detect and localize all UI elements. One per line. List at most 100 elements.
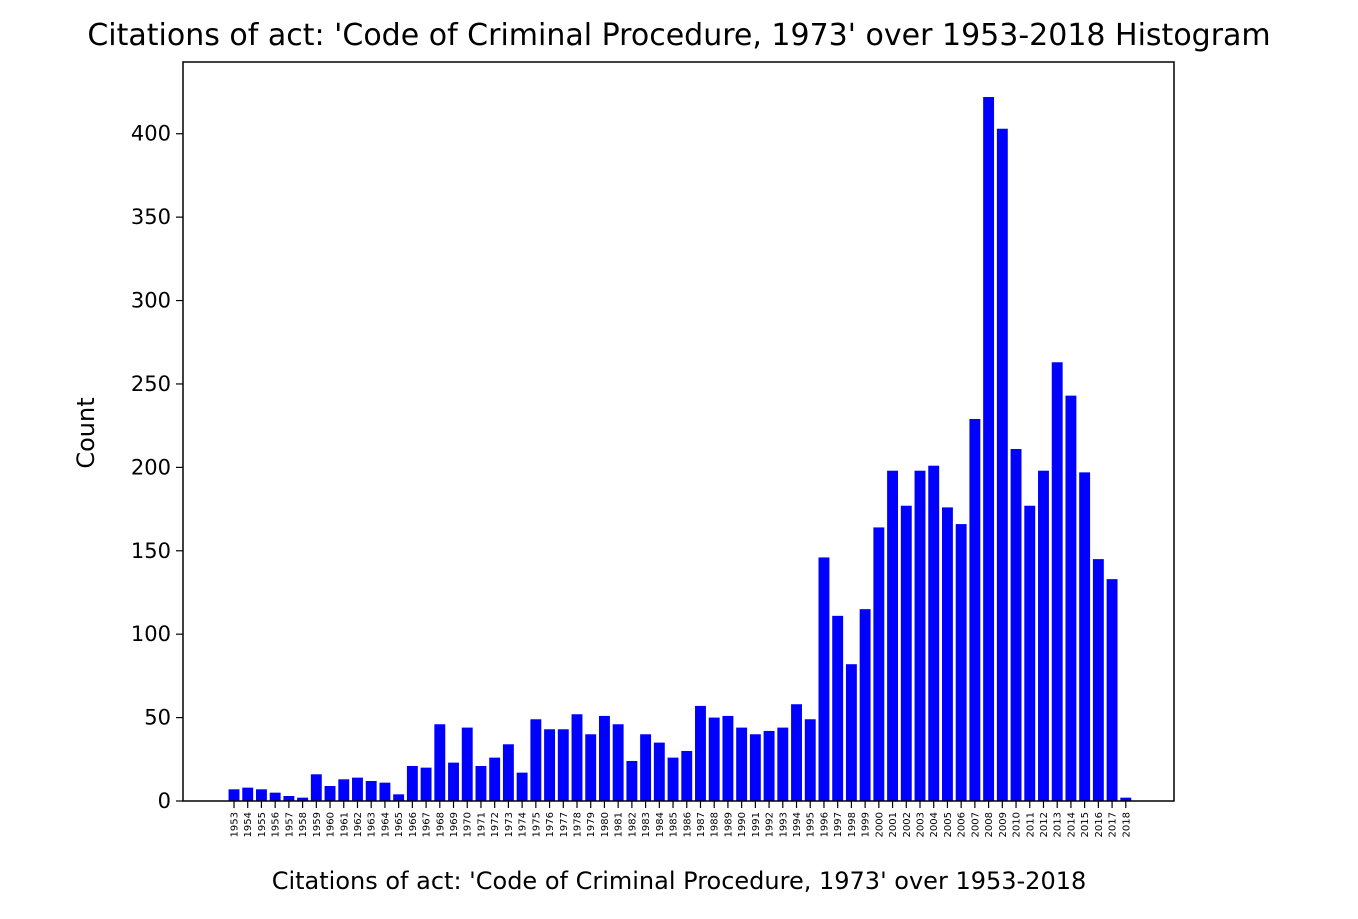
x-tick-label: 2014 <box>1066 812 1077 837</box>
x-tick-label: 1972 <box>490 812 501 837</box>
x-tick-label: 2006 <box>957 812 968 837</box>
x-tick-label: 1968 <box>435 812 446 837</box>
y-axis-ticks: 0 50 100 150 200 250 300 350 400 <box>131 122 183 813</box>
x-tick-label: 2011 <box>1025 812 1036 837</box>
bar-1954 <box>242 787 254 801</box>
x-tick-label: 1955 <box>257 812 268 837</box>
bar-1971 <box>475 765 487 801</box>
bar-1956 <box>269 792 281 801</box>
x-tick-label: 1969 <box>449 812 460 837</box>
bar-2014 <box>1065 395 1077 801</box>
bar-1977 <box>557 729 569 801</box>
y-tick-label: 250 <box>131 372 171 396</box>
bar-1963 <box>365 780 377 801</box>
x-tick-label: 1956 <box>271 812 282 837</box>
x-tick-label: 1977 <box>559 812 570 837</box>
x-tick-label: 2009 <box>998 812 1009 837</box>
x-tick-label: 1967 <box>422 812 433 837</box>
x-tick-label: 2010 <box>1012 812 1023 837</box>
bar-2001 <box>887 470 899 801</box>
bar-1983 <box>640 734 652 801</box>
x-tick-label: 2012 <box>1039 812 1050 837</box>
bar-1957 <box>283 795 295 801</box>
y-tick-label: 200 <box>131 455 171 479</box>
x-tick-label: 1997 <box>833 812 844 837</box>
x-tick-label: 1994 <box>792 812 803 837</box>
bar-1985 <box>667 757 679 801</box>
x-tick-label: 1993 <box>778 812 789 837</box>
y-tick-label: 400 <box>131 122 171 146</box>
x-tick-label: 1954 <box>243 812 254 837</box>
bar-2012 <box>1038 470 1049 801</box>
bar-2018 <box>1120 797 1132 801</box>
x-tick-label: 1992 <box>765 812 776 837</box>
bar-1961 <box>338 779 350 801</box>
bar-1986 <box>681 750 693 801</box>
bar-2015 <box>1079 472 1091 801</box>
y-tick-label: 300 <box>131 289 171 313</box>
x-tick-label: 2015 <box>1080 812 1091 837</box>
plot-frame <box>182 61 1175 802</box>
y-tick-label: 50 <box>144 706 171 730</box>
bar-1987 <box>695 705 706 801</box>
bar-1968 <box>434 724 446 801</box>
x-tick-label: 1979 <box>586 812 597 837</box>
x-tick-label: 2002 <box>902 812 913 837</box>
bar-1996 <box>818 557 830 801</box>
y-tick-label: 100 <box>131 622 171 646</box>
x-tick-label: 1991 <box>751 812 762 837</box>
bar-1982 <box>626 760 638 801</box>
x-tick-label: 1978 <box>573 812 584 837</box>
bar-1993 <box>777 727 789 801</box>
x-tick-label: 2004 <box>929 812 940 837</box>
bar-1969 <box>448 762 459 801</box>
x-tick-label: 1983 <box>641 812 652 837</box>
bar-1981 <box>612 724 624 801</box>
x-tick-label: 1989 <box>723 812 734 837</box>
x-tick-label: 2005 <box>943 812 954 837</box>
x-tick-label: 1980 <box>600 812 611 837</box>
x-tick-label: 1974 <box>518 812 529 837</box>
x-tick-label: 1964 <box>380 812 391 837</box>
x-tick-label: 1970 <box>463 812 474 837</box>
x-tick-label: 1986 <box>682 812 693 837</box>
x-tick-label: 1998 <box>847 812 858 837</box>
bar-1973 <box>502 744 514 801</box>
bar-1984 <box>653 742 665 801</box>
x-tick-label: 1965 <box>394 812 405 837</box>
bar-2003 <box>914 470 926 801</box>
bar-1964 <box>379 782 391 801</box>
x-tick-label: 1976 <box>545 812 556 837</box>
x-tick-label: 2001 <box>888 812 899 837</box>
bar-1959 <box>310 774 322 801</box>
x-tick-label: 1953 <box>230 812 241 837</box>
bar-1966 <box>406 765 418 801</box>
bar-1997 <box>832 615 844 801</box>
bars-layer <box>228 97 1132 801</box>
x-tick-label: 2017 <box>1108 812 1119 837</box>
bar-1953 <box>228 789 240 801</box>
bar-1974 <box>516 772 528 801</box>
bar-1980 <box>598 715 610 801</box>
chart-title: Citations of act: 'Code of Criminal Proc… <box>87 18 1270 53</box>
bar-1992 <box>763 730 775 801</box>
x-tick-label: 2013 <box>1053 812 1064 837</box>
x-tick-label: 1995 <box>806 812 817 837</box>
x-tick-label: 1960 <box>326 812 337 837</box>
bar-1967 <box>420 767 432 801</box>
bar-1958 <box>297 797 309 801</box>
x-tick-label: 1987 <box>696 812 707 837</box>
x-tick-label: 2008 <box>984 812 995 837</box>
x-tick-label: 1959 <box>312 812 323 837</box>
x-axis-ticks: 1953 1954 1955 1956 1957 1958 1959 1960 1961 1962… <box>230 801 1132 837</box>
y-tick-label: 150 <box>131 539 171 563</box>
x-tick-label: 2003 <box>916 812 927 837</box>
x-axis-label: Citations of act: 'Code of Criminal Proc… <box>272 867 1087 895</box>
bar-2011 <box>1024 505 1036 801</box>
x-tick-label: 2007 <box>970 812 981 837</box>
x-tick-label: 2016 <box>1094 812 1105 837</box>
x-tick-label: 1985 <box>669 812 680 837</box>
bar-2006 <box>955 524 967 801</box>
x-tick-label: 1961 <box>339 812 350 837</box>
